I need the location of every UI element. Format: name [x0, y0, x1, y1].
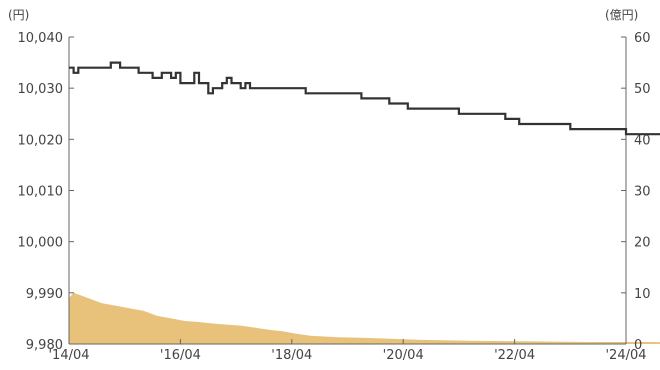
x-tick-label: '14/04: [48, 348, 89, 363]
area-layer: [69, 292, 660, 344]
right-tick-label: 10: [634, 287, 651, 302]
line-series-0: [69, 61, 660, 136]
x-tick-label: '16/04: [160, 348, 201, 363]
x-tick-label: '22/04: [494, 348, 535, 363]
right-axis-unit: (億円): [605, 8, 638, 22]
left-tick-label: 10,040: [18, 31, 64, 46]
line-layer: [69, 61, 660, 136]
left-tick-label: 10,020: [18, 133, 64, 148]
right-tick-label: 40: [634, 133, 651, 148]
x-tick-label: '18/04: [271, 348, 312, 363]
left-tick-label: 10,010: [18, 185, 64, 200]
left-tick-label: 9,990: [26, 287, 63, 302]
left-tick-label: 10,030: [18, 82, 64, 97]
left-tick-label: 9,980: [26, 338, 63, 353]
axes-layer: 9,980 9,990 10,000 10,010 10,020 10,030 10,040…: [18, 31, 651, 363]
right-tick-label: 20: [634, 236, 651, 251]
x-tick-label: '20/04: [383, 348, 424, 363]
right-tick-label: 50: [634, 82, 651, 97]
x-tick-label: '24/04: [605, 348, 646, 363]
left-axis-unit: (円): [8, 8, 29, 22]
right-tick-label: 0: [634, 338, 642, 353]
left-tick-label: 10,000: [18, 236, 64, 251]
area-series-0: [69, 292, 660, 344]
right-tick-label: 30: [634, 185, 651, 200]
right-tick-label: 60: [634, 31, 651, 46]
